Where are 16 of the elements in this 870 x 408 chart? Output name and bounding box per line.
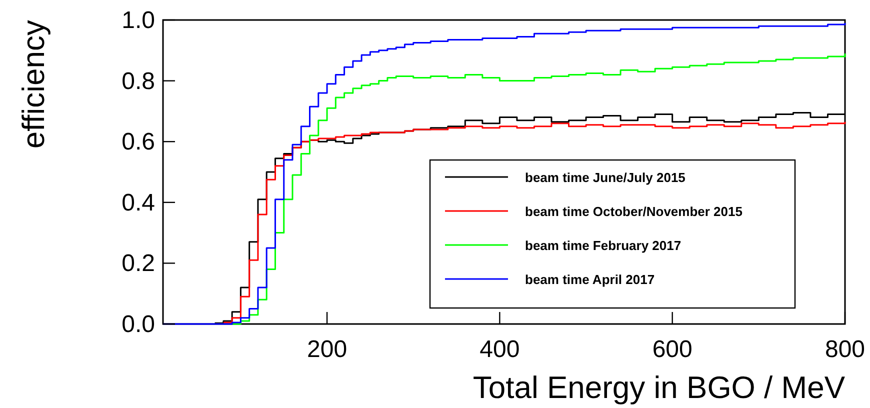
y-axis-title: efficiency	[16, 20, 51, 149]
x-tick-label: 200	[307, 336, 348, 363]
y-tick-label: 0.6	[122, 128, 155, 156]
y-tick-label: 1.0	[122, 7, 155, 34]
legend-label: beam time April 2017	[525, 272, 655, 287]
y-tick-label: 0.8	[122, 68, 155, 95]
x-axis-title: Total Energy in BGO / MeV	[472, 370, 846, 405]
y-tick-label: 0.0	[122, 311, 155, 338]
legend-label: beam time February 2017	[525, 238, 682, 253]
x-tick-label: 400	[480, 336, 520, 363]
x-tick-label: 600	[652, 336, 692, 363]
y-tick-label: 0.2	[122, 250, 155, 278]
x-tick-label: 800	[824, 336, 866, 363]
legend-label: beam time June/July 2015	[525, 170, 686, 185]
legend-label: beam time October/November 2015	[525, 204, 742, 219]
y-tick-label: 0.4	[122, 189, 155, 216]
